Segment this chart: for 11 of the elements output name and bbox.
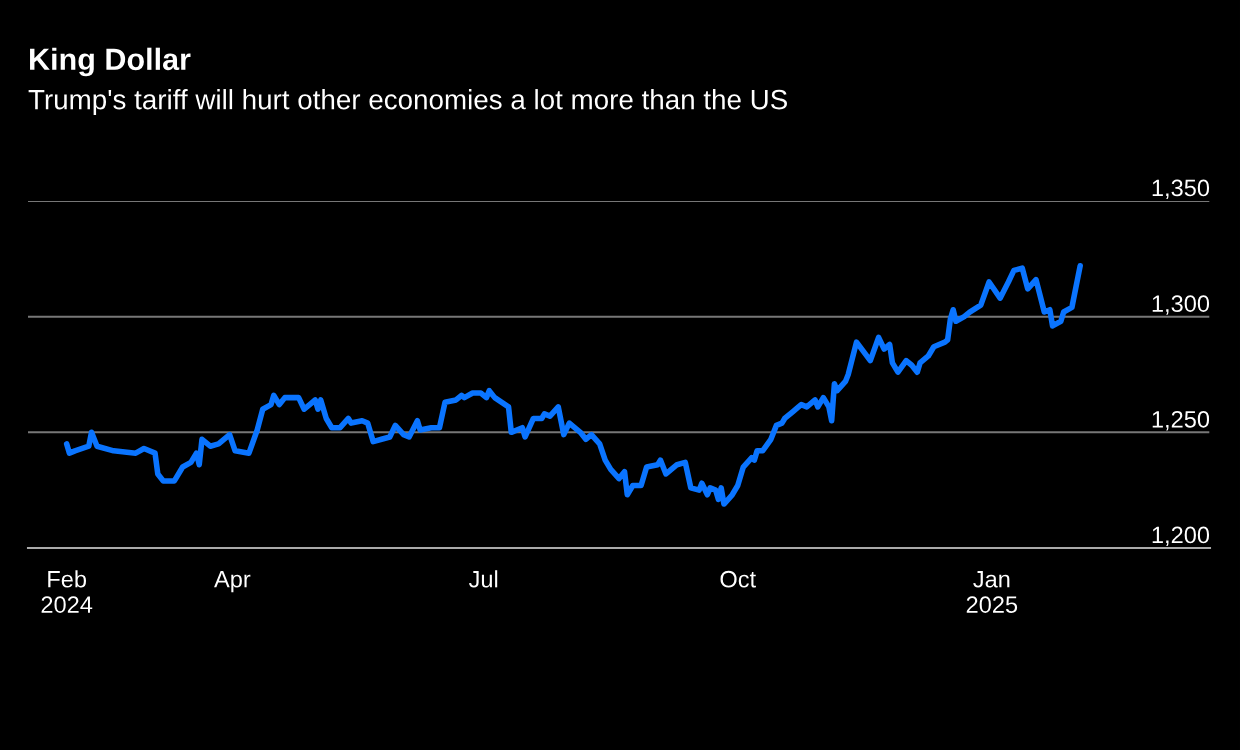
chart-title: King Dollar <box>30 47 191 77</box>
x-tick-label: Jan 2025 <box>966 571 1018 613</box>
y-tick-label: 1,200 <box>1152 526 1210 547</box>
x-tick-label: Oct <box>720 570 756 588</box>
x-tick-label: Apr <box>214 571 251 593</box>
x-tick-label: Feb 2024 <box>41 570 93 613</box>
y-tick-label: 1,250 <box>1152 410 1210 431</box>
y-tick-label: 1,300 <box>1152 295 1210 315</box>
chart-subtitle: Trump's tariff will hurt other economies a lot more than the US <box>28 89 787 115</box>
x-tick-label: Jul <box>468 570 498 588</box>
y-tick-label: 1,350 <box>1152 179 1210 200</box>
